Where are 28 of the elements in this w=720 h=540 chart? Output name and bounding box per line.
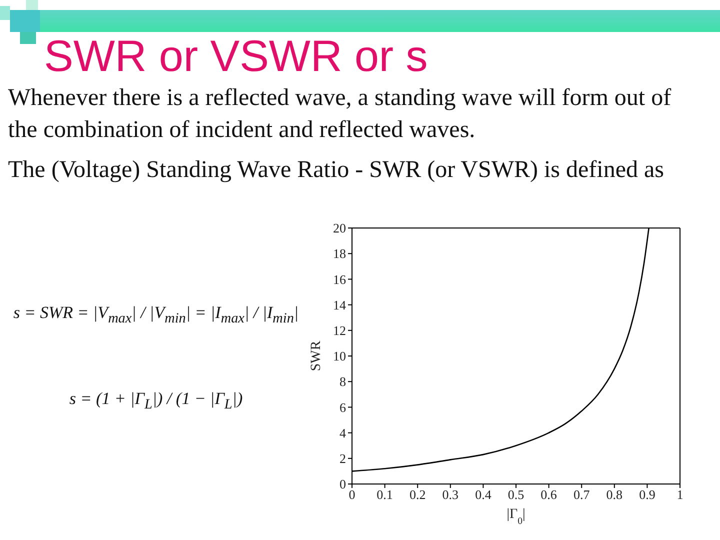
x-axis-title: |Γ$_{0}$| [506, 507, 526, 526]
y-tick-label: 2 [340, 451, 346, 466]
x-tick-label: 1 [676, 487, 684, 502]
y-tick-label: 18 [333, 246, 346, 262]
y-tick-label: 10 [333, 348, 346, 364]
x-tick-label: 0.5 [508, 487, 524, 502]
x-tick-label: 0.4 [475, 487, 492, 502]
text: The (Voltage) Standing Wave Ratio - SWR (or VSWR) is defined as [8, 156, 665, 185]
x-tick-label: 0.1 [376, 487, 393, 502]
x-tick-label: 0.2 [409, 487, 426, 502]
x-tick-label: 0.8 [606, 487, 623, 502]
x-tick-label: 0.7 [573, 487, 590, 502]
y-tick-label: 14 [333, 297, 346, 312]
text: s = SWR = |V$_{max}$| / |V$_{min}$| = |I$_{max}$| / |I$_{min}$| [13, 303, 299, 326]
x-tick-label: 0.9 [639, 487, 656, 502]
y-tick-label: 4 [340, 425, 346, 440]
y-tick-label: 12 [333, 323, 346, 338]
x-tick-label: 0.6 [540, 487, 558, 502]
y-tick-label: 20 [333, 220, 346, 236]
text: s = (1 + |Γ$_{L}$|) / (1 − |Γ$_{L}$|) [68, 388, 244, 414]
x-tick-label: 0.3 [442, 487, 459, 502]
y-tick-label: 0 [340, 476, 346, 492]
y-axis-title: SWR [309, 340, 324, 372]
y-tick-label: 8 [340, 374, 346, 390]
y-tick-label: 16 [333, 272, 346, 287]
chart-title: SWR or VSWR or s [44, 32, 428, 82]
y-tick-label: 6 [340, 400, 346, 415]
chart-subtitle: Whenever there is a reflected wave, a standing wave will form out of the combination of incident and reflected waves. [8, 84, 672, 145]
